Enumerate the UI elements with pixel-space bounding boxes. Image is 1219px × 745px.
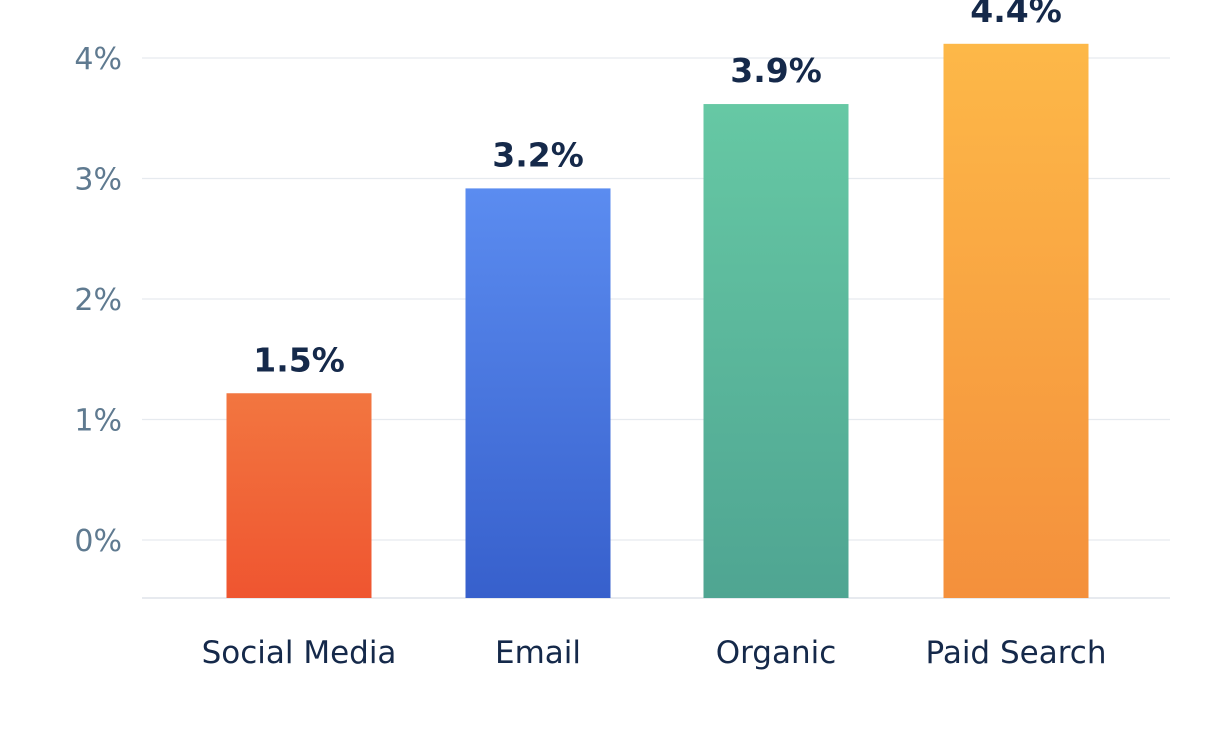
y-tick-label: 0% bbox=[74, 524, 122, 559]
y-tick-label: 1% bbox=[74, 404, 122, 439]
y-tick-label: 3% bbox=[74, 163, 122, 198]
bar-value-label: 3.2% bbox=[492, 135, 584, 174]
bar-value-label: 1.5% bbox=[253, 340, 345, 379]
y-tick-label: 4% bbox=[74, 42, 122, 77]
bar-email bbox=[465, 188, 611, 598]
bar-value-label: 4.4% bbox=[970, 0, 1062, 30]
category-label: Paid Search bbox=[926, 635, 1107, 671]
bars bbox=[226, 43, 1089, 599]
bar-paid-search bbox=[943, 43, 1089, 599]
bar-organic bbox=[703, 104, 849, 599]
y-tick-label: 2% bbox=[74, 283, 122, 318]
bar-value-label: 3.9% bbox=[730, 51, 822, 90]
category-label: Email bbox=[495, 635, 581, 671]
x-axis-category-labels: Social Media Email Organic Paid Search bbox=[202, 635, 1107, 671]
data-labels: 1.5% 3.2% 3.9% 4.4% bbox=[253, 0, 1062, 379]
category-label: Organic bbox=[716, 635, 837, 671]
bar-social-media bbox=[226, 393, 372, 598]
y-axis-tick-labels: 0% 1% 2% 3% 4% bbox=[74, 42, 122, 559]
category-label: Social Media bbox=[202, 635, 397, 671]
